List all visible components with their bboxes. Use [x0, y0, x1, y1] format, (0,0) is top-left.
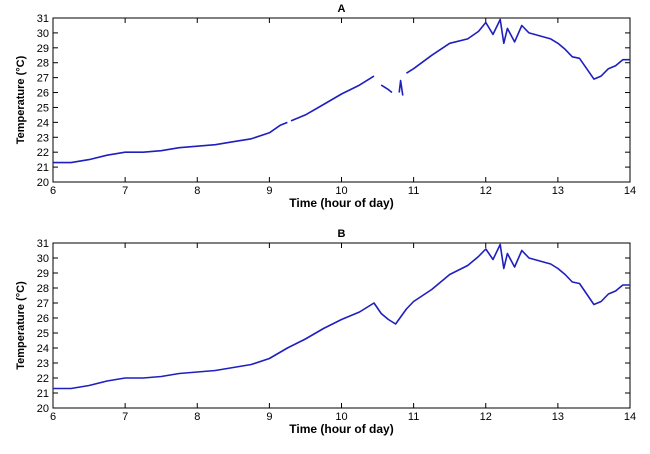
panel-a-temperature-line — [405, 18, 630, 80]
panel-a-xtick-label: 9 — [266, 185, 272, 197]
panel-a-xtick-label: 10 — [335, 185, 347, 197]
panel-b-ytick-label: 21 — [37, 388, 49, 400]
panel-b-ytick-label: 23 — [37, 358, 49, 370]
panel-a-ytick-label: 28 — [37, 58, 49, 70]
panel-a-temperature-line — [290, 75, 375, 122]
panel-b-xtick-label: 10 — [335, 411, 347, 423]
panel-b-xtick-label: 7 — [122, 411, 128, 423]
panel-a-xtick-label: 8 — [194, 185, 200, 197]
panel-b-ytick-label: 29 — [37, 268, 49, 280]
panel-a-ytick-label: 23 — [37, 132, 49, 144]
panel-b-xtick-label: 11 — [408, 411, 419, 423]
panel-a-ytick-label: 24 — [37, 117, 49, 129]
panel-b-temperature-line — [53, 243, 630, 390]
panel-b-xtick-label: 9 — [266, 411, 272, 423]
panel-b-ytick-label: 27 — [37, 298, 49, 310]
panel-a-frame — [52, 17, 631, 183]
panel-b-ytick-label: 28 — [37, 283, 49, 295]
panel-a-temperature-line — [380, 84, 393, 94]
panel-b-xtick-label: 6 — [50, 411, 56, 423]
panel-a-ytick-label: 20 — [37, 177, 49, 189]
panel-a-xtick-label: 6 — [50, 185, 56, 197]
panel-a-ytick-label: 31 — [37, 13, 49, 25]
panel-a-ytick-label: 22 — [37, 147, 49, 159]
panel-a-ytick-label: 26 — [37, 88, 49, 100]
panel-a-xtick-label: 7 — [122, 185, 128, 197]
panel-a-xtick-label: 12 — [480, 185, 492, 197]
panel-b-xtick-label: 12 — [480, 411, 492, 423]
panel-a-xlabel: Time (hour of day) — [289, 196, 393, 210]
panel-a-ylabel: Temperature (°C) — [15, 55, 27, 144]
panel-a-temperature-line — [398, 79, 404, 96]
panel-b-ytick-label: 20 — [37, 403, 49, 415]
panel-a-ytick-label: 25 — [37, 102, 49, 114]
panel-b-ytick-label: 31 — [37, 238, 49, 250]
panel-a-ytick-label: 21 — [37, 162, 49, 174]
panel-a-title: A — [338, 3, 346, 15]
panel-a-xtick-label: 13 — [552, 185, 564, 197]
panel-b-xlabel: Time (hour of day) — [289, 422, 393, 436]
panel-b-ytick-label: 22 — [37, 373, 49, 385]
panel-a-ytick-label: 29 — [37, 43, 49, 55]
panel-a-temperature-line — [53, 121, 288, 164]
panel-b-title: B — [338, 228, 346, 240]
panel-b-ytick-label: 25 — [37, 328, 49, 340]
panel-b-xtick-label: 14 — [624, 411, 636, 423]
panel-a-ytick-label: 30 — [37, 28, 49, 40]
panel-b-ytick-label: 24 — [37, 343, 49, 355]
panel-a-xtick-label: 14 — [624, 185, 636, 197]
panel-a-xtick-label: 11 — [408, 185, 419, 197]
panel-b-xtick-label: 13 — [552, 411, 564, 423]
panel-b-ytick-label: 30 — [37, 253, 49, 265]
panel-b-ylabel: Temperature (°C) — [15, 281, 27, 370]
panel-a-ytick-label: 27 — [37, 73, 49, 85]
panel-b-frame — [52, 242, 631, 409]
panel-b-xtick-label: 8 — [194, 411, 200, 423]
panel-b-ytick-label: 26 — [37, 313, 49, 325]
